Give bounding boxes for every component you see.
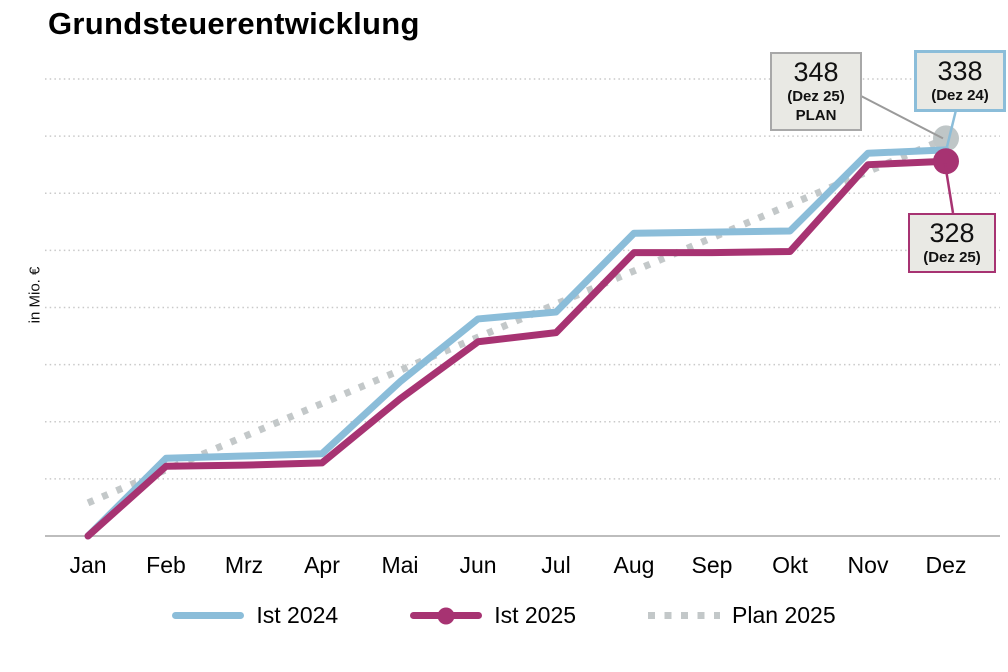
leader-line-ist-2024 — [945, 109, 958, 148]
chart-title: Grundsteuerentwicklung — [48, 6, 420, 41]
legend-item-ist-2024: Ist 2024 — [172, 602, 338, 629]
annotation-period: (Dez 24) — [931, 87, 989, 105]
series-line-ist-2024 — [84, 146, 950, 540]
annotation-ist2025-dez: 328 (Dez 25) — [908, 213, 996, 273]
plan-2025-end-marker-icon — [933, 125, 959, 152]
x-axis-label-nov: Nov — [848, 552, 889, 578]
legend-line-swatch-icon — [648, 612, 721, 619]
legend-line-swatch-icon — [410, 607, 483, 624]
series-line-plan-2025 — [86, 135, 948, 507]
chart-legend: Ist 2024 Ist 2025 Plan 2025 — [0, 602, 1008, 629]
ist-2025-end-marker-icon — [933, 148, 959, 175]
x-axis-label-jun: Jun — [459, 552, 496, 578]
legend-label: Ist 2024 — [256, 602, 339, 628]
annotation-period: (Dez 25) — [923, 249, 981, 267]
annotation-value: 328 — [929, 218, 975, 248]
x-axis-label-jul: Jul — [541, 552, 570, 578]
legend-item-ist-2025: Ist 2025 — [410, 602, 576, 629]
annotation-value: 348 — [793, 57, 839, 87]
x-axis-label-mai: Mai — [381, 552, 418, 578]
annotation-value: 338 — [937, 56, 983, 86]
legend-label: Ist 2025 — [494, 602, 577, 628]
x-axis-label-aug: Aug — [614, 552, 655, 578]
annotation-period: (Dez 25) — [787, 88, 845, 106]
series-line-ist-2025 — [84, 157, 950, 540]
leader-line-plan — [860, 95, 944, 140]
chart-plot-area: Jan Feb Mrz Apr Mai Jun Jul Aug Sep Okt Nov Dez — [45, 78, 1000, 578]
leader-line-ist-2025 — [943, 163, 955, 214]
x-axis-label-dez: Dez — [926, 552, 967, 578]
legend-label: Plan 2025 — [732, 602, 836, 628]
x-axis-label-mrz: Mrz — [225, 552, 263, 578]
legend-marker-dot-icon — [437, 607, 455, 624]
annotation-ist2024-dez: 338 (Dez 24) — [914, 50, 1006, 112]
legend-line-swatch-icon — [172, 612, 245, 619]
annotation-plan-dez25: 348 (Dez 25) PLAN — [770, 52, 862, 131]
x-axis-label-jan: Jan — [69, 552, 106, 578]
legend-item-plan-2025: Plan 2025 — [648, 602, 836, 629]
x-axis-label-apr: Apr — [304, 552, 340, 578]
x-axis-label-feb: Feb — [146, 552, 186, 578]
x-axis-label-okt: Okt — [772, 552, 808, 578]
x-axis-label-sep: Sep — [692, 552, 733, 578]
annotation-tag: PLAN — [795, 106, 837, 124]
